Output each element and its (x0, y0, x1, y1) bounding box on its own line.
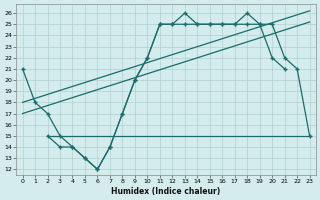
X-axis label: Humidex (Indice chaleur): Humidex (Indice chaleur) (111, 187, 221, 196)
